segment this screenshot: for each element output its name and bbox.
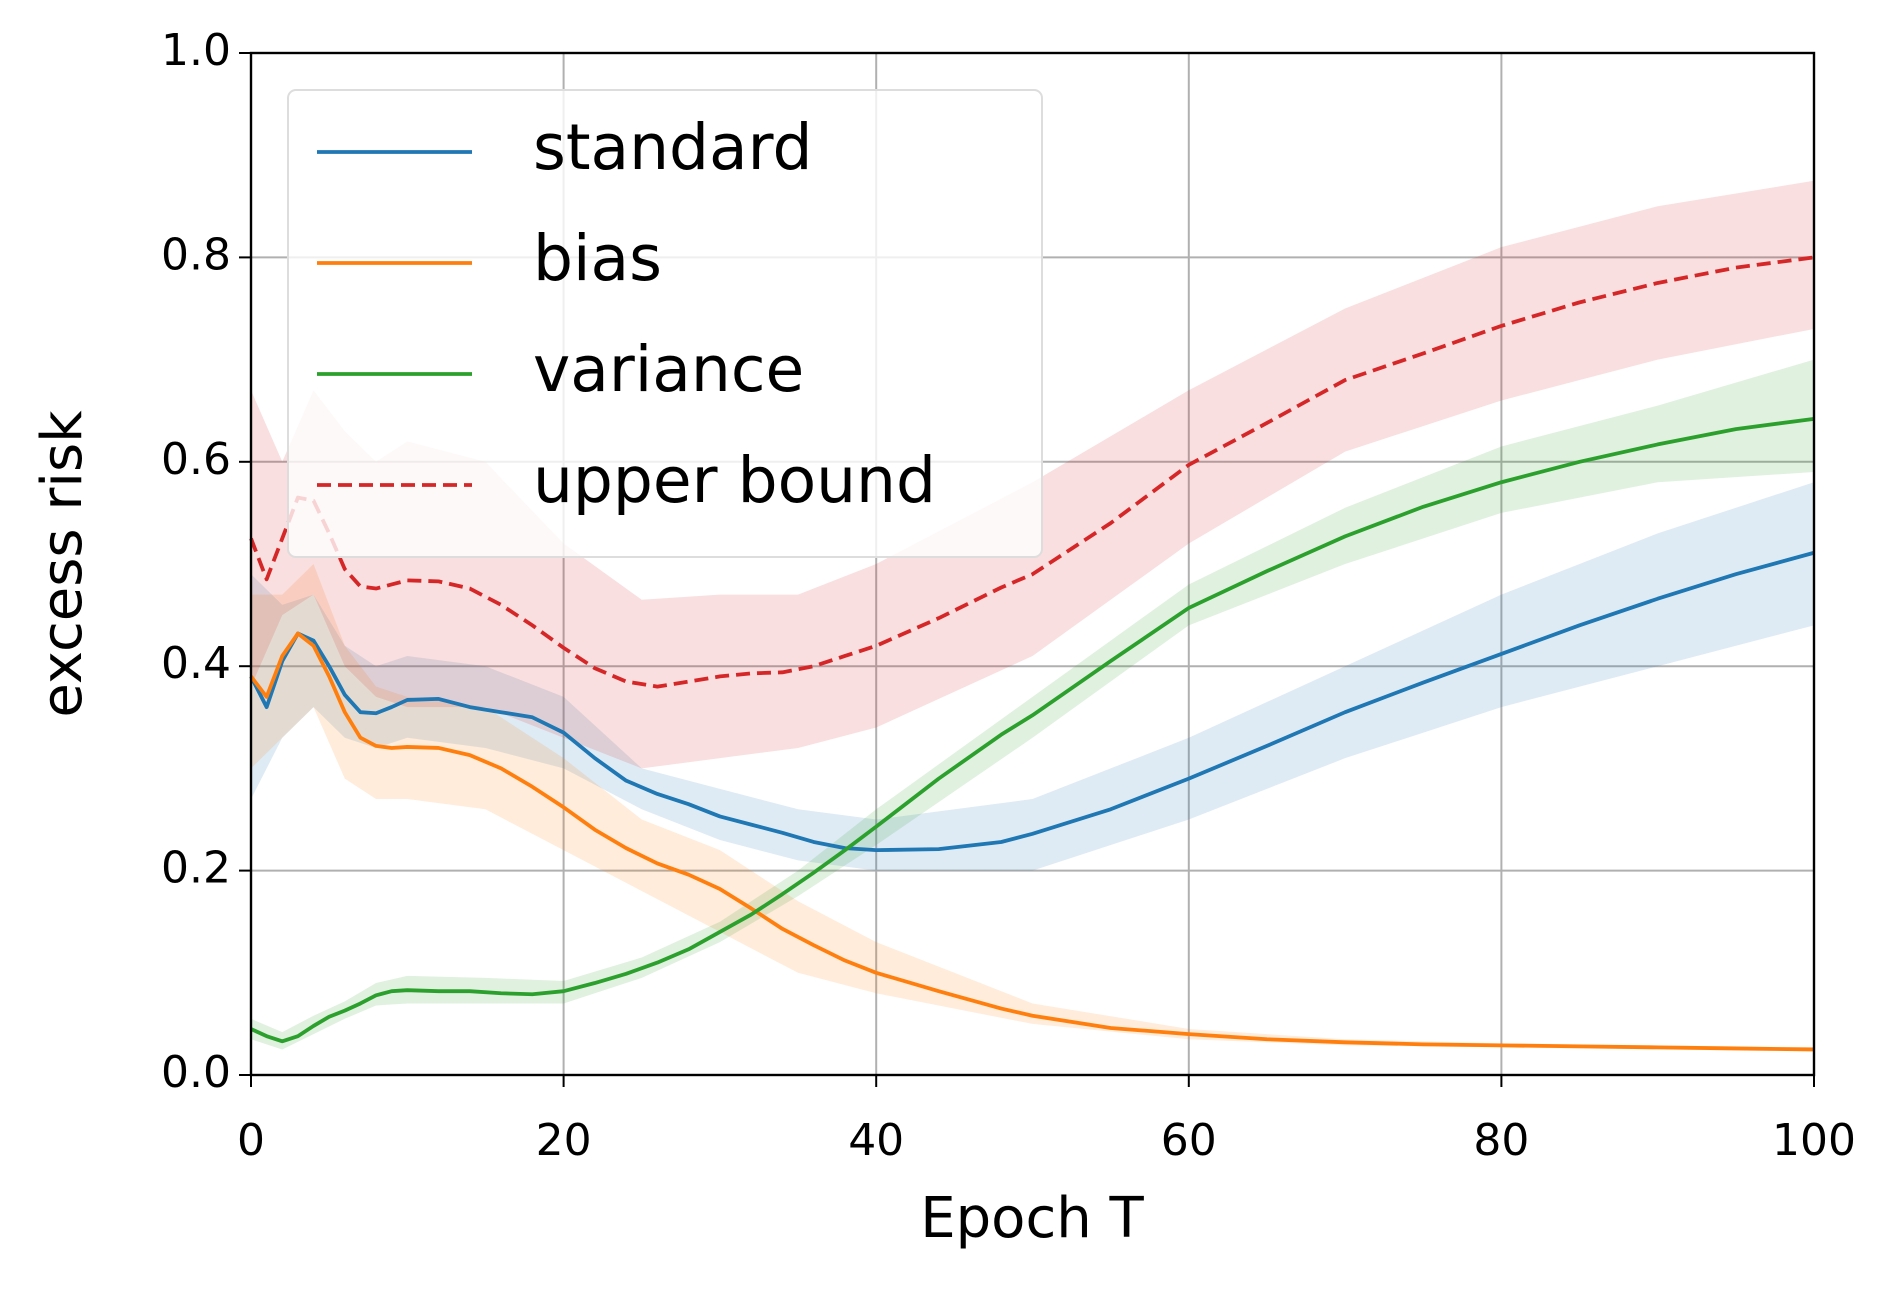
y-axis-label: excess risk [30,410,95,718]
y-tick-label: 0.8 [161,229,231,280]
legend-label: bias [533,222,662,295]
legend: standard bias variance upper bound [287,89,1043,558]
y-tick-label: 0.4 [161,638,231,689]
confidence-band [251,180,1814,769]
y-tick-label: 0.0 [161,1047,231,1098]
series-line [249,550,1815,853]
x-tick-label: 60 [1161,1115,1217,1166]
x-tick-label: 40 [848,1115,904,1166]
legend-label: upper bound [533,444,936,517]
y-tick-label: 1.0 [161,25,231,76]
series-line [249,255,1815,689]
y-tick-label: 0.6 [161,434,231,485]
legend-box [287,89,1043,558]
x-axis-label: Epoch T [920,1186,1144,1251]
series-line [249,631,1815,1052]
confidence-band [251,482,1814,871]
y-tick-label: 0.2 [161,843,231,894]
legend-label: variance [533,333,804,406]
plot-frame [249,51,1816,1077]
series-line [250,416,1815,1044]
x-tick-label: 20 [536,1115,592,1166]
legend-label: standard [533,111,812,184]
x-tick-label: 100 [1772,1115,1856,1166]
confidence-band [251,359,1814,1050]
x-tick-label: 80 [1473,1115,1529,1166]
x-tick-label: 0 [237,1115,265,1166]
